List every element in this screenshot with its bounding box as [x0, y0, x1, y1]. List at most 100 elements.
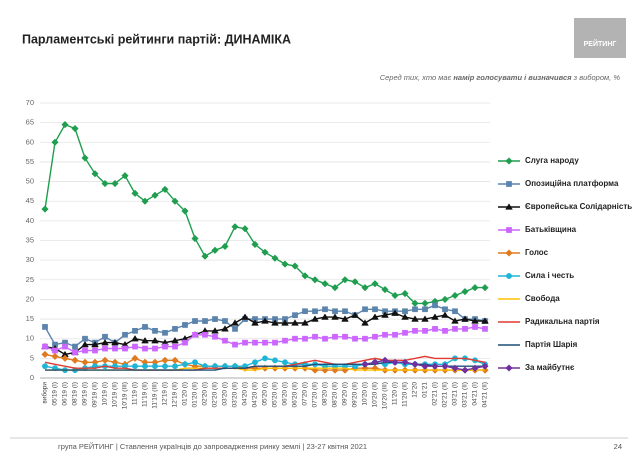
series — [361, 356, 489, 374]
marker — [111, 338, 119, 346]
x-tick-label: 08'20 (II) — [332, 382, 339, 407]
marker — [221, 325, 229, 332]
x-tick-label: 03'21 (II) — [462, 382, 469, 407]
x-tick-label: 08'20 (I) — [322, 382, 329, 406]
x-tick-label: 11'19 (III) — [152, 382, 159, 409]
marker — [151, 191, 159, 199]
series — [41, 120, 489, 308]
marker — [171, 197, 179, 205]
x-tick-label: 10'20 (I) — [362, 382, 369, 406]
marker — [471, 283, 479, 292]
marker — [332, 333, 338, 340]
marker — [141, 336, 149, 344]
marker — [331, 283, 339, 292]
y-tick-label: 10 — [26, 334, 34, 343]
x-tick-label: 10'19 (I) — [102, 382, 109, 406]
marker — [111, 179, 119, 188]
x-tick-label: 07'20 (I) — [302, 382, 309, 406]
marker — [201, 252, 209, 260]
marker — [261, 248, 269, 256]
marker — [112, 345, 118, 352]
marker — [42, 324, 48, 330]
marker — [362, 306, 368, 313]
x-tick-label: 10'19 (III) — [122, 382, 129, 409]
marker — [122, 345, 128, 352]
marker — [42, 343, 48, 350]
marker — [341, 276, 349, 284]
marker — [422, 306, 428, 313]
x-tick-label: 12'19 (II) — [172, 382, 179, 407]
marker — [402, 308, 408, 315]
marker — [41, 205, 49, 213]
marker — [442, 306, 448, 313]
x-tick-label: 02'20 (I) — [202, 382, 209, 406]
marker — [506, 227, 512, 233]
marker — [302, 308, 308, 315]
marker — [71, 124, 79, 133]
y-tick-label: 30 — [26, 255, 34, 264]
legend-label: Батьківщина — [525, 225, 577, 234]
marker — [42, 363, 48, 370]
marker — [181, 207, 189, 215]
marker — [81, 340, 89, 348]
marker — [162, 329, 168, 336]
marker — [152, 363, 158, 370]
marker — [381, 356, 389, 364]
marker — [471, 317, 479, 324]
marker — [61, 354, 69, 363]
marker — [251, 319, 259, 326]
marker — [421, 299, 429, 308]
x-tick-label: 01'20 (I) — [182, 382, 189, 406]
marker — [51, 138, 59, 146]
marker — [152, 345, 158, 352]
logo-box — [574, 18, 626, 58]
marker — [241, 313, 249, 320]
marker — [391, 309, 399, 316]
marker — [392, 331, 398, 338]
marker — [292, 312, 298, 318]
y-tick-label: 20 — [26, 294, 34, 303]
marker — [291, 262, 299, 270]
y-tick-label: 15 — [26, 314, 34, 323]
marker — [432, 326, 438, 332]
marker — [261, 317, 269, 324]
marker — [172, 343, 178, 350]
x-tick-label: 03'20 (I) — [222, 382, 229, 406]
x-tick-label: 11'19 (I) — [132, 382, 139, 405]
marker — [132, 328, 138, 334]
marker — [371, 280, 379, 288]
marker — [505, 249, 513, 257]
marker — [142, 345, 148, 352]
marker — [82, 335, 88, 342]
marker — [371, 313, 379, 320]
marker — [301, 319, 309, 326]
marker — [312, 333, 318, 340]
marker — [62, 343, 68, 350]
marker — [271, 319, 279, 326]
marker — [171, 336, 179, 344]
marker — [41, 350, 49, 359]
marker — [421, 362, 429, 370]
marker — [221, 242, 229, 251]
marker — [452, 326, 458, 332]
marker — [461, 366, 469, 374]
marker — [451, 364, 459, 372]
subtitle: Серед тих, хто має намір голосувати і ви… — [380, 73, 621, 82]
marker — [411, 315, 419, 322]
x-tick-label: вибори — [41, 382, 49, 404]
marker — [152, 328, 158, 334]
marker — [391, 291, 399, 300]
marker — [391, 358, 399, 366]
x-tick-label: 04'20 (II) — [252, 382, 259, 407]
page-number: 24 — [614, 442, 622, 451]
marker — [222, 337, 228, 344]
marker — [281, 260, 289, 268]
legend-label: За майбутнє — [525, 363, 575, 372]
marker — [461, 315, 469, 322]
marker — [401, 289, 409, 298]
marker — [82, 347, 88, 354]
marker — [272, 357, 278, 364]
marker — [52, 347, 58, 354]
y-tick-label: 5 — [30, 353, 34, 362]
